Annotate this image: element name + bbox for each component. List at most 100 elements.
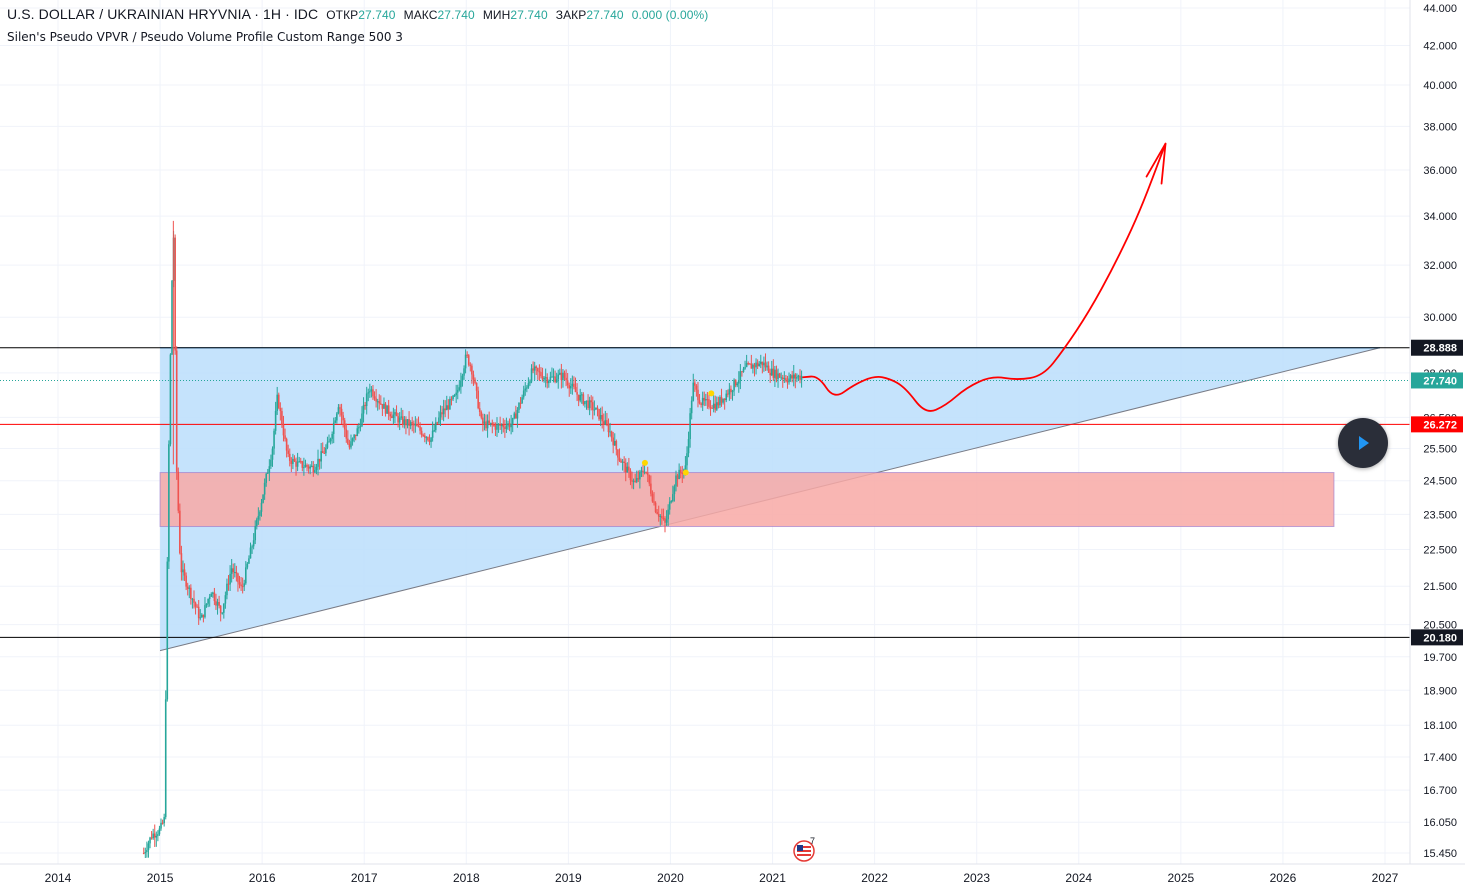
candle-body [497,424,500,426]
candle-body [554,376,556,382]
candle-body [320,451,322,462]
indicator-title[interactable]: Silen's Pseudo VPVR / Pseudo Volume Prof… [7,30,403,44]
price-tick-label: 23.500 [1423,509,1457,521]
candle-body [601,414,603,422]
candle-body [706,399,709,401]
candle-body [522,390,525,398]
candle-body [177,471,180,511]
events-flag-badge[interactable]: 7 [792,836,818,862]
candle-body [353,434,355,439]
candle-body [422,435,425,437]
candle-body [526,387,528,389]
candle-body [337,407,340,414]
candle-body [161,822,164,824]
candle-body [450,398,453,400]
price-label-20-180: 20.180 [1423,632,1457,644]
candle-body [631,480,633,482]
candle-body [690,400,693,414]
candle-body [453,395,456,397]
candle-body [632,480,635,482]
candle-body [761,361,764,366]
candle-body [249,547,252,559]
time-tick-label: 2014 [45,871,72,885]
candle-body [274,410,277,431]
time-tick-label: 2021 [759,871,786,885]
candle-body [508,423,511,428]
candle-body [559,372,561,375]
candle-body [579,394,582,401]
candle-body [748,363,751,365]
candle-body [186,586,189,589]
candle-body [153,833,156,838]
candle-body [720,397,723,403]
candle-body [612,437,614,446]
candle-body [752,364,754,369]
price-label-28-888: 28.888 [1423,343,1457,355]
high-label: МАКС [403,8,438,22]
candle-body [354,434,357,436]
candle-body [486,420,489,429]
candle-body [416,424,418,427]
candle-body [400,416,403,418]
candle-body [513,413,516,419]
replay-play-button[interactable] [1338,418,1388,468]
candles [142,220,803,859]
candle-body [742,368,745,372]
candle-body [467,355,470,365]
candle-body [218,602,220,606]
candle-body [207,598,209,604]
candle-body [317,458,319,467]
candle-body [709,406,712,408]
candle-body [755,362,757,368]
candle-body [566,380,569,386]
candle-body [507,423,509,426]
candle-body [348,443,351,448]
candle-body [590,400,593,403]
price-tick-label: 20.500 [1423,620,1457,632]
candle-body [756,362,759,367]
candle-body [475,383,478,391]
signal-marker [682,469,689,476]
candle-body [380,403,382,405]
price-tick-label: 38.000 [1423,121,1457,133]
candle-body [361,413,363,427]
candle-body [515,413,517,419]
time-tick-label: 2020 [657,871,684,885]
candle-body [359,426,362,428]
candle-body [387,405,390,415]
candle-body [276,394,278,411]
time-axis[interactable]: 2014 2015 2016 2017 2018 2019 2020 2021 2022 2023… [0,863,1465,888]
candle-body [483,421,486,424]
price-tick-label: 30.000 [1423,312,1457,324]
candle-body [573,383,575,388]
candle-body [428,439,431,443]
candle-body [201,614,203,618]
candle-body [260,502,263,512]
candle-body [183,569,186,576]
candle-body [383,403,385,409]
candle-body [565,377,567,381]
price-labels: 28.888 27.740 26.272 20.180 [1411,339,1463,646]
candle-body [456,389,459,393]
candle-body [493,424,495,426]
candle-body [607,424,610,433]
candle-body [350,441,352,448]
chart-legend-header: U.S. DOLLAR / UKRAINIAN HRYVNIA · 1H · I… [7,6,712,22]
candle-body [223,603,225,613]
candle-body [519,402,522,404]
candle-body [460,380,462,388]
candle-body [270,459,272,467]
symbol-title[interactable]: U.S. DOLLAR / UKRAINIAN HRYVNIA · 1H · I… [7,6,319,22]
price-label-bg [1411,629,1463,646]
candle-body [409,422,412,426]
candle-body [367,392,370,394]
change-value: 0.000 (0.00%) [631,8,709,22]
candle-body [205,603,208,606]
candle-body [439,412,442,418]
price-tick-label: 15.450 [1423,848,1457,860]
candle-body [244,567,247,584]
candle-body [268,466,271,473]
candle-body [783,378,786,380]
candle-body [160,822,162,829]
